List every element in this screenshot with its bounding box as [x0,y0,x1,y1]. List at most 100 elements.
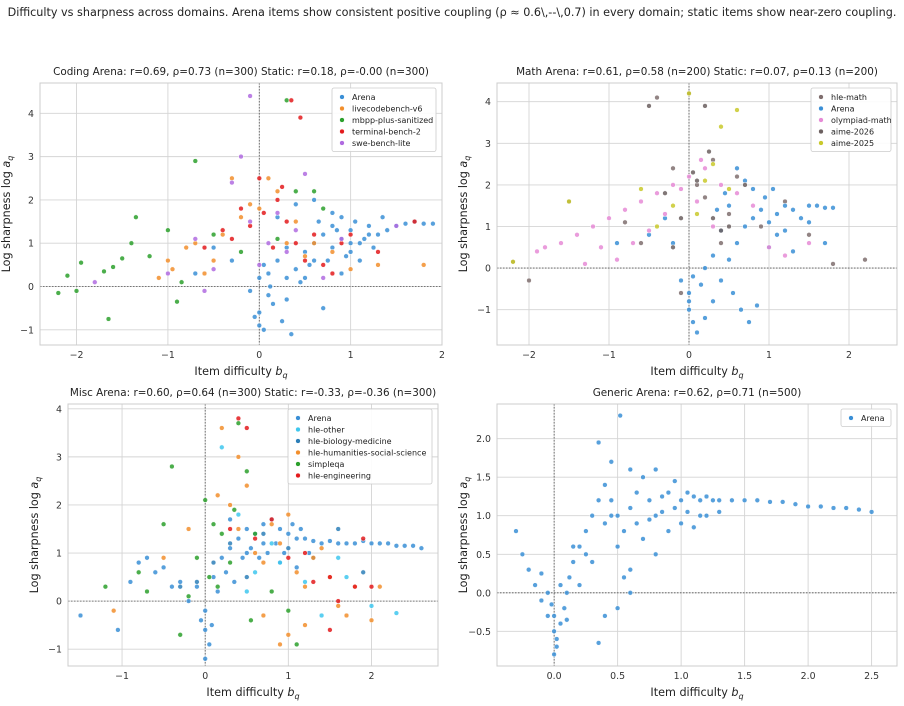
data-point [662,211,668,217]
data-point [790,248,796,255]
legend-marker [295,461,301,467]
data-point [310,579,316,585]
data-point [602,613,608,619]
data-point [638,198,644,205]
x-tick-label: 1.0 [674,671,689,682]
data-point [714,207,720,213]
x-tick-label: 1 [766,350,772,361]
data-point [638,240,644,246]
x-tick-label: 1 [348,350,354,361]
y-tick-label: 3 [28,152,34,163]
data-point [235,511,242,518]
data-point [252,531,258,537]
data-point [608,497,614,503]
data-point [583,528,589,534]
data-point [201,270,208,277]
data-point [310,555,316,561]
data-point [227,545,233,551]
data-point [78,260,84,266]
data-point [729,497,735,503]
data-point [288,331,294,337]
data-point [672,505,678,511]
data-point [393,543,400,549]
legend-marker [339,94,345,100]
x-tick-label: 1 [285,671,291,682]
y-tick-label: 1 [56,549,62,560]
y-tick-label: −1 [20,325,34,336]
data-point [238,214,244,220]
data-point [368,540,375,547]
data-point [247,201,253,207]
data-point [634,489,640,496]
data-point [235,454,242,460]
legend-label: Arena [861,414,885,423]
x-tick-label: 2 [368,671,374,682]
data-point [293,240,299,246]
data-point [302,535,308,542]
data-point [538,570,545,577]
data-point [284,240,290,246]
data-point [595,439,602,446]
data-point [690,273,696,280]
data-point [608,513,614,519]
data-point [542,244,548,250]
data-point [229,179,235,186]
data-point [734,107,740,113]
data-point [248,545,254,551]
data-point [694,178,700,184]
data-point [165,227,171,233]
data-point [302,171,308,177]
data-point [177,579,183,585]
data-point [762,194,768,201]
plot-area [497,404,897,666]
legend-marker [295,449,301,456]
data-point [570,543,576,550]
data-point [334,227,340,233]
data-point [298,526,304,532]
data-point [267,283,273,290]
panel-title: Math Arena: r=0.61, ρ=0.58 (n=200) Stati… [516,66,878,78]
data-point [202,608,208,614]
data-point [284,249,290,255]
data-point [538,597,545,604]
data-point [231,507,237,513]
data-point [320,205,326,212]
data-point [634,520,640,527]
data-point [730,290,736,296]
data-point [734,240,740,246]
data-point [576,582,583,588]
legend: Arena livecodebench-v6 mbpp-plus-sanitized… [331,87,437,152]
data-point [545,590,551,596]
data-point [774,232,780,238]
data-point [758,207,764,213]
data-point [627,567,633,573]
data-point [746,319,752,325]
data-point [297,279,304,285]
data-point [519,551,526,557]
data-point [239,555,246,561]
data-point [285,555,291,561]
series-aime-2025 [510,90,740,265]
data-point [105,316,112,322]
data-point [379,214,386,220]
data-point [244,468,250,474]
data-point [856,506,862,513]
data-point [377,540,383,547]
data-point [174,299,180,305]
data-point [311,197,317,203]
data-point [279,184,285,190]
data-point [160,555,167,561]
chart-panel-math: −2 −1 0 1 2 −1 0 1 2 3 4 Math Arena: r=0.61, ρ=0.58… [457,66,898,380]
data-point [252,569,258,575]
legend-marker [818,105,824,112]
data-point [285,545,291,551]
data-point [335,603,341,609]
data-point [806,232,812,238]
data-point [670,244,676,250]
legend-label: Arena [831,105,855,114]
legend-label: hle-other [308,426,345,435]
y-tick-label: 3 [56,452,62,463]
data-point [758,223,764,230]
data-point [311,257,317,264]
data-point [293,227,299,233]
